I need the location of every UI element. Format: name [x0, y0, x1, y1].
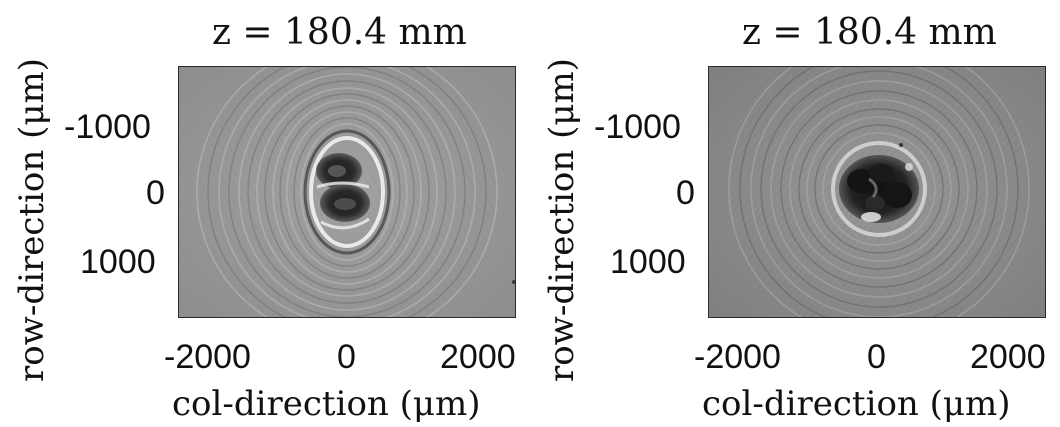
hologram-panel-right: z = 180.4 mm row-direction (μm) -1000 0 …	[530, 0, 1060, 427]
hologram-image	[178, 66, 516, 318]
x-tick-label: 0	[867, 338, 886, 376]
y-axis-label: row-direction (μm)	[542, 58, 582, 382]
hologram-panel-left: z = 180.4 mm row-direction (μm) -1000 0 …	[12, 12, 516, 424]
y-tick-label: 0	[146, 174, 165, 212]
y-tick-label: 1000	[610, 243, 686, 281]
panel-title: z = 180.4 mm	[212, 12, 467, 53]
x-axis-label: col-direction (μm)	[172, 384, 481, 424]
x-axis-label: col-direction (μm)	[702, 384, 1011, 424]
y-tick-label: 0	[676, 174, 695, 212]
hologram-image	[708, 66, 1046, 318]
y-tick-label: -1000	[64, 108, 151, 146]
x-tick-label: 0	[337, 338, 356, 376]
x-tick-label: -2000	[694, 338, 781, 376]
y-tick-label: -1000	[594, 108, 681, 146]
y-axis-label: row-direction (μm)	[12, 58, 52, 382]
panel-title: z = 180.4 mm	[742, 12, 997, 53]
x-tick-label: 2000	[440, 338, 516, 376]
x-tick-label: -2000	[164, 338, 251, 376]
y-tick-label: 1000	[80, 243, 156, 281]
x-tick-label: 2000	[970, 338, 1046, 376]
